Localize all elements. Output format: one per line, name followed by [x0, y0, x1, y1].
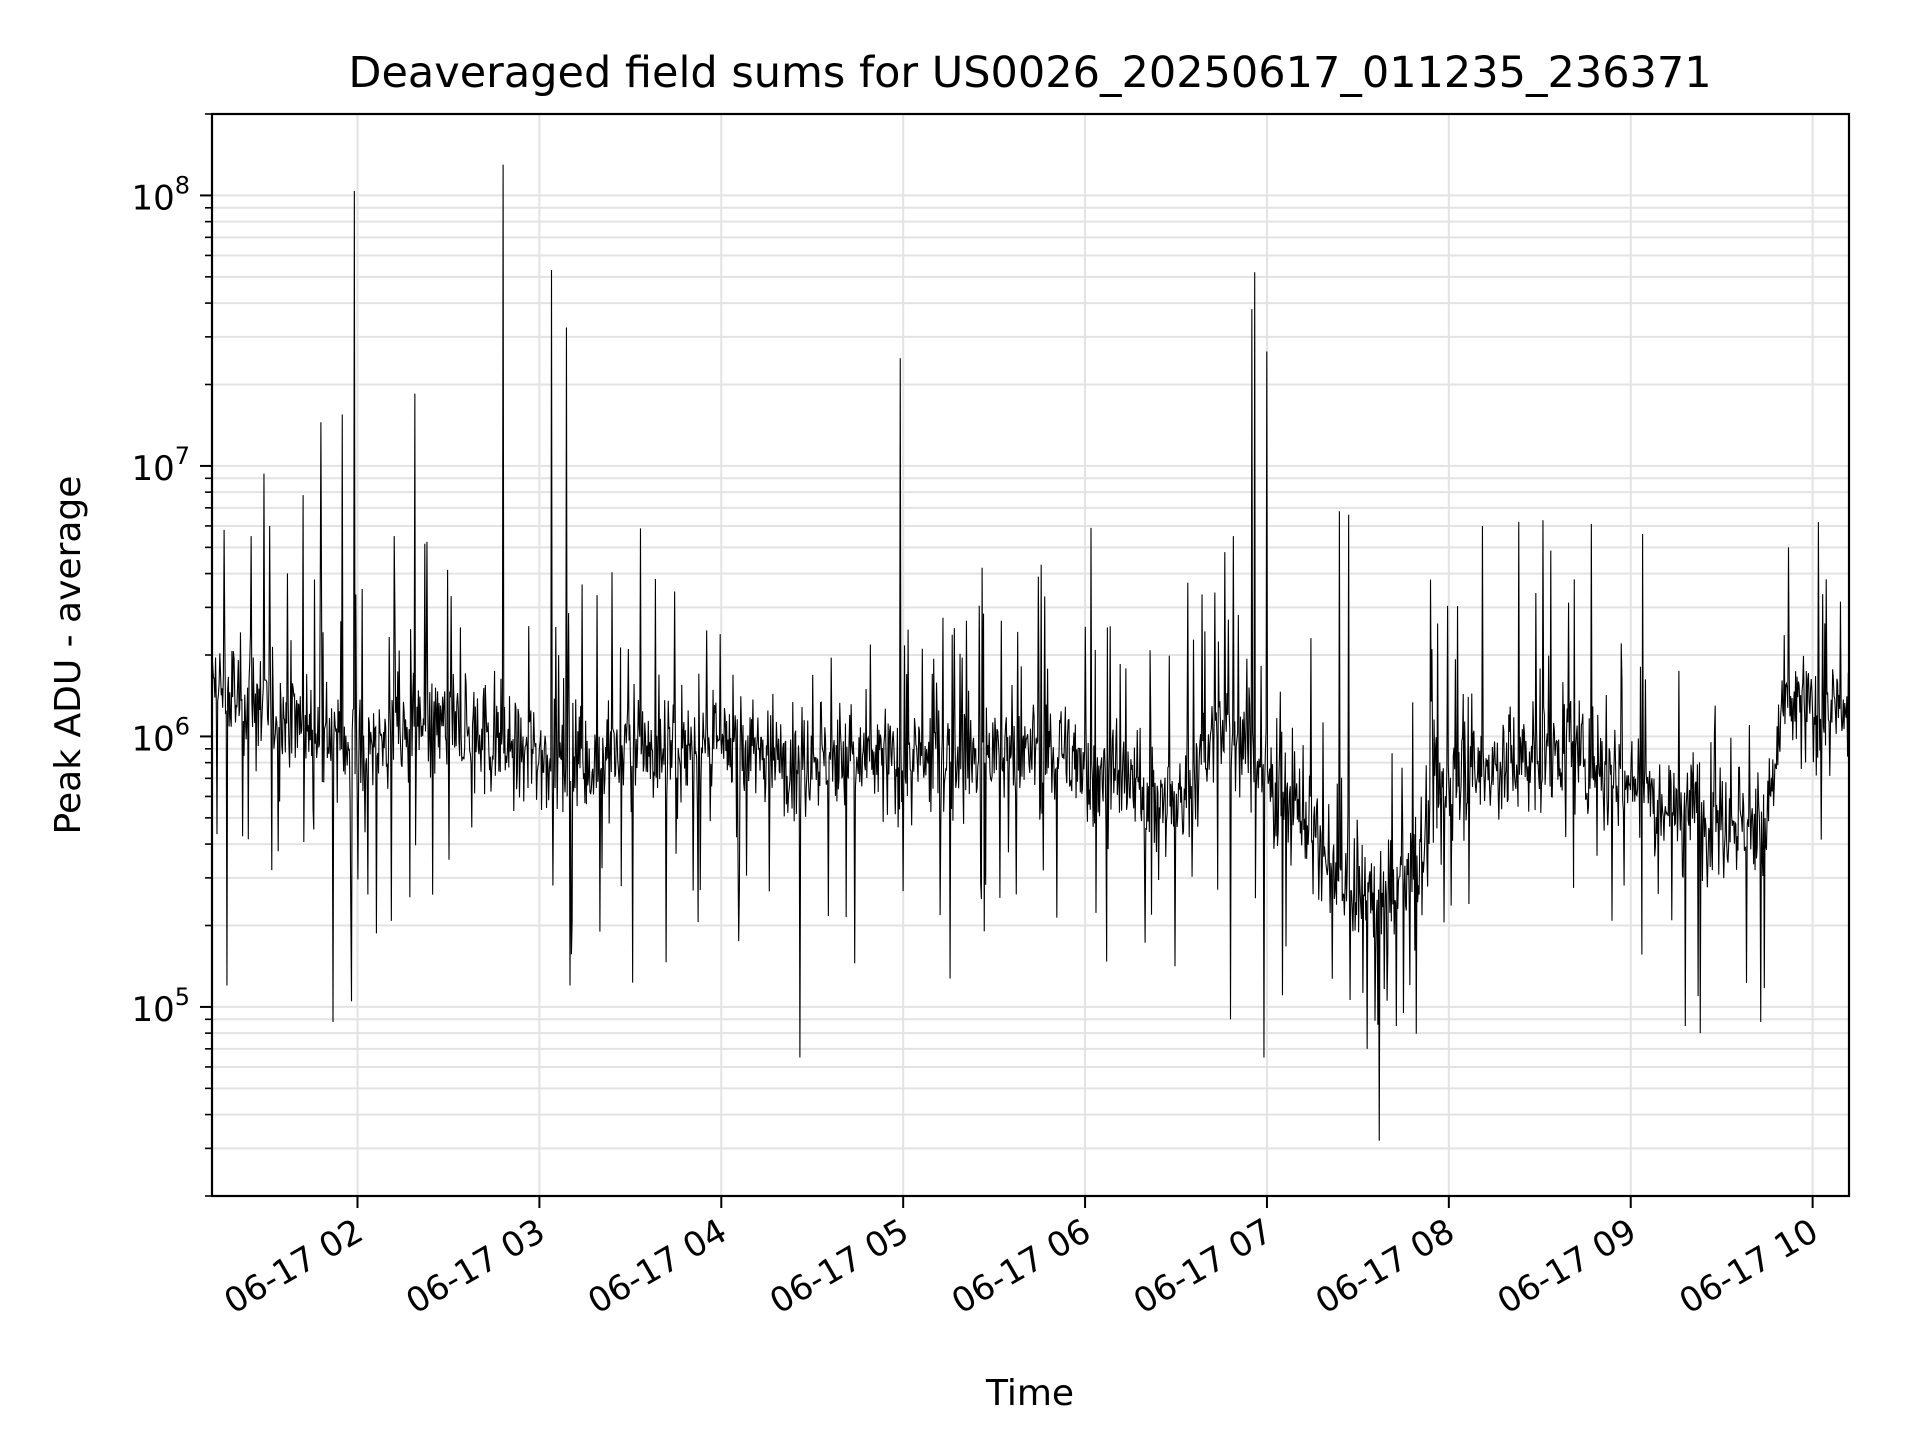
x-axis-label: Time	[985, 1373, 1074, 1414]
y-tick-label: 106	[131, 712, 190, 759]
y-tick-label: 105	[131, 983, 190, 1030]
y-axis-label: Peak ADU - average	[48, 476, 89, 835]
grid-lines	[212, 113, 1849, 1197]
y-axis-ticks: 105 106 107 108	[131, 113, 212, 1197]
y-tick-label: 107	[131, 442, 190, 489]
series-line	[211, 164, 1850, 1141]
chart-title: Deaveraged field sums for US0026_2025061…	[348, 48, 1711, 98]
series-layer	[211, 164, 1850, 1141]
y-tick-label: 108	[131, 171, 190, 218]
